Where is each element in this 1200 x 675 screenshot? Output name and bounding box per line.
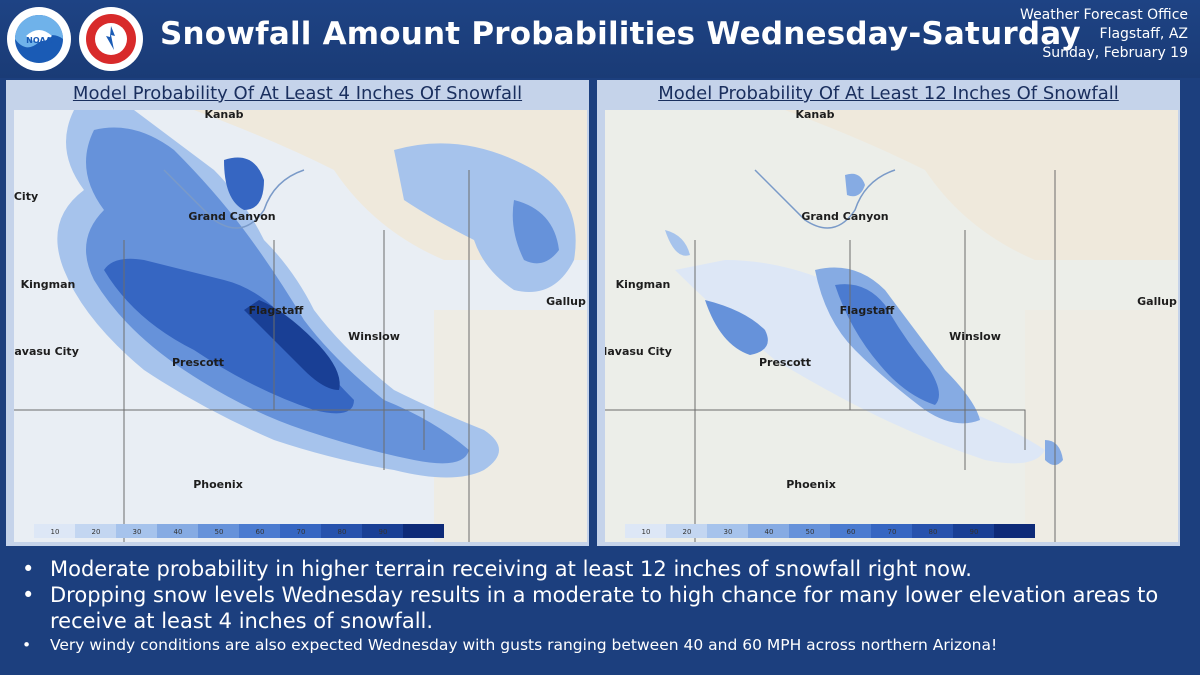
legend-tick: 60	[256, 528, 265, 536]
probability-legend: 10 20 30 40 50 60 70 80 90	[34, 524, 444, 538]
nws-logo	[79, 7, 143, 71]
bullet-item: Dropping snow levels Wednesday results i…	[0, 582, 1200, 634]
place-label: Winslow	[949, 330, 1001, 343]
legend-tick: 20	[92, 528, 101, 536]
probability-legend: 10 20 30 40 50 60 70 80 90	[625, 524, 1035, 538]
place-label: Winslow	[348, 330, 400, 343]
legend-tick: 50	[215, 528, 224, 536]
noaa-logo: NOAA	[7, 7, 71, 71]
place-label: Flagstaff	[840, 304, 895, 317]
legend-tick: 30	[724, 528, 733, 536]
legend-tick: 80	[338, 528, 347, 536]
legend-tick: 20	[683, 528, 692, 536]
legend-tick: 10	[642, 528, 651, 536]
legend-tick: 90	[970, 528, 979, 536]
place-label: Grand Canyon	[188, 210, 275, 223]
bullet-item: Moderate probability in higher terrain r…	[0, 556, 1200, 582]
place-label: Kanab	[204, 110, 243, 121]
office-location: Flagstaff, AZ	[1099, 26, 1188, 42]
place-label: Prescott	[759, 356, 811, 369]
place-label: Kingman	[616, 278, 671, 291]
map-4-inch: Kanab Grand Canyon Kingman Flagstaff Win…	[14, 110, 587, 542]
place-label: Havasu City	[14, 345, 79, 358]
legend-tick: 80	[929, 528, 938, 536]
legend-tick: 10	[51, 528, 60, 536]
page-title: Snowfall Amount Probabilities Wednesday-…	[160, 16, 1081, 52]
place-label: Gallup	[1137, 295, 1177, 308]
place-label: Phoenix	[786, 478, 836, 491]
legend-tick: 50	[806, 528, 815, 536]
place-label: Havasu City	[605, 345, 672, 358]
legend-tick: 70	[888, 528, 897, 536]
summary-bullets: Moderate probability in higher terrain r…	[0, 548, 1200, 675]
legend-tick: 30	[133, 528, 142, 536]
issue-date: Sunday, February 19	[1042, 45, 1188, 61]
legend-tick: 90	[379, 528, 388, 536]
legend-tick: 70	[297, 528, 306, 536]
place-label: Phoenix	[193, 478, 243, 491]
legend-tick: 40	[174, 528, 183, 536]
svg-text:NOAA: NOAA	[26, 36, 52, 45]
place-label: Flagstaff	[249, 304, 304, 317]
place-label: Grand Canyon	[801, 210, 888, 223]
legend-tick: 60	[847, 528, 856, 536]
legend-tick: 40	[765, 528, 774, 536]
office-name: Weather Forecast Office	[1020, 7, 1188, 23]
panel-4-inch: Model Probability Of At Least 4 Inches O…	[6, 80, 589, 546]
bullet-item: Very windy conditions are also expected …	[0, 634, 1200, 656]
place-label: City	[14, 190, 38, 203]
place-label: Kanab	[795, 110, 834, 121]
place-label: Gallup	[546, 295, 586, 308]
place-label: Kingman	[21, 278, 76, 291]
map-12-inch: Kanab Grand Canyon Kingman Flagstaff Win…	[605, 110, 1178, 542]
office-info: Weather Forecast Office Flagstaff, AZ Su…	[1020, 6, 1188, 63]
place-label: Prescott	[172, 356, 224, 369]
header-banner: NOAA Snowfall Amount Probabilities Wedne…	[0, 0, 1200, 78]
panel-title-4-inch: Model Probability Of At Least 4 Inches O…	[72, 83, 523, 104]
panel-12-inch: Model Probability Of At Least 12 Inches …	[597, 80, 1180, 546]
panel-title-12-inch: Model Probability Of At Least 12 Inches …	[658, 83, 1119, 104]
